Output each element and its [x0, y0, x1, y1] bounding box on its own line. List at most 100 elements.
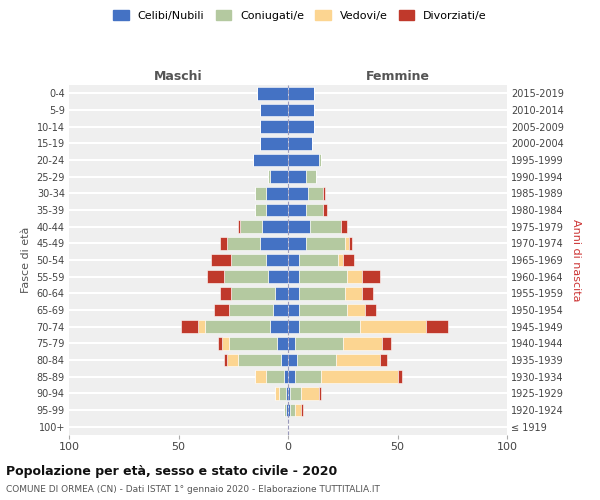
Bar — [238, 354, 281, 366]
Bar — [253, 154, 288, 166]
Bar — [299, 304, 347, 316]
Bar — [305, 237, 345, 250]
Bar — [229, 337, 277, 349]
Bar — [288, 87, 314, 100]
Bar — [260, 237, 288, 250]
Bar — [227, 354, 238, 366]
Bar — [288, 304, 299, 316]
Bar — [286, 404, 288, 416]
Bar — [240, 220, 262, 233]
Y-axis label: Fasce di età: Fasce di età — [21, 227, 31, 293]
Bar — [286, 387, 288, 400]
Bar — [288, 137, 312, 149]
Bar — [305, 170, 316, 183]
Bar — [345, 237, 349, 250]
Bar — [266, 254, 288, 266]
Bar — [277, 337, 288, 349]
Bar — [288, 204, 305, 216]
Bar — [308, 187, 323, 200]
Legend: Celibi/Nubili, Coniugati/e, Vedovi/e, Divorziati/e: Celibi/Nubili, Coniugati/e, Vedovi/e, Di… — [109, 6, 491, 25]
Bar — [360, 320, 426, 333]
Bar — [288, 387, 290, 400]
Bar — [295, 370, 321, 383]
Bar — [319, 387, 321, 400]
Bar — [323, 204, 328, 216]
Bar — [323, 187, 325, 200]
Bar — [288, 237, 305, 250]
Bar — [295, 337, 343, 349]
Bar — [321, 370, 398, 383]
Bar — [288, 187, 308, 200]
Bar — [290, 387, 301, 400]
Bar — [198, 320, 205, 333]
Bar — [257, 87, 288, 100]
Bar — [288, 254, 299, 266]
Bar — [260, 137, 288, 149]
Bar — [284, 404, 286, 416]
Bar — [365, 304, 376, 316]
Bar — [288, 287, 299, 300]
Bar — [268, 170, 271, 183]
Bar — [279, 387, 286, 400]
Bar — [266, 187, 288, 200]
Bar — [297, 354, 336, 366]
Bar — [362, 270, 380, 283]
Bar — [299, 320, 360, 333]
Bar — [218, 337, 222, 349]
Bar — [362, 287, 373, 300]
Bar — [207, 270, 224, 283]
Bar — [231, 254, 266, 266]
Bar — [426, 320, 448, 333]
Bar — [301, 387, 319, 400]
Bar — [229, 304, 272, 316]
Bar — [281, 354, 288, 366]
Bar — [288, 370, 295, 383]
Text: COMUNE DI ORMEA (CN) - Dati ISTAT 1° gennaio 2020 - Elaborazione TUTTITALIA.IT: COMUNE DI ORMEA (CN) - Dati ISTAT 1° gen… — [6, 485, 380, 494]
Bar — [336, 354, 380, 366]
Bar — [275, 387, 279, 400]
Bar — [220, 287, 231, 300]
Bar — [343, 337, 382, 349]
Bar — [227, 237, 260, 250]
Bar — [288, 337, 295, 349]
Bar — [290, 404, 295, 416]
Bar — [288, 404, 290, 416]
Bar — [288, 354, 297, 366]
Bar — [299, 287, 345, 300]
Bar — [224, 354, 227, 366]
Bar — [398, 370, 402, 383]
Bar — [260, 104, 288, 116]
Bar — [338, 254, 343, 266]
Bar — [284, 370, 288, 383]
Bar — [305, 204, 323, 216]
Bar — [288, 154, 319, 166]
Bar — [343, 254, 354, 266]
Bar — [310, 220, 341, 233]
Bar — [288, 120, 314, 133]
Bar — [382, 337, 391, 349]
Bar — [266, 204, 288, 216]
Bar — [255, 187, 266, 200]
Bar — [299, 270, 347, 283]
Bar — [220, 237, 227, 250]
Bar — [205, 320, 271, 333]
Text: Femmine: Femmine — [365, 70, 430, 82]
Bar — [272, 304, 288, 316]
Bar — [255, 204, 266, 216]
Bar — [349, 237, 352, 250]
Bar — [301, 404, 304, 416]
Bar — [288, 320, 299, 333]
Bar — [288, 170, 305, 183]
Bar — [288, 220, 310, 233]
Bar — [271, 320, 288, 333]
Bar — [380, 354, 386, 366]
Bar — [223, 337, 229, 349]
Bar — [275, 287, 288, 300]
Bar — [224, 270, 268, 283]
Y-axis label: Anni di nascita: Anni di nascita — [571, 218, 581, 301]
Bar — [268, 270, 288, 283]
Bar — [260, 120, 288, 133]
Bar — [262, 220, 288, 233]
Text: Popolazione per età, sesso e stato civile - 2020: Popolazione per età, sesso e stato civil… — [6, 465, 337, 478]
Bar — [319, 154, 321, 166]
